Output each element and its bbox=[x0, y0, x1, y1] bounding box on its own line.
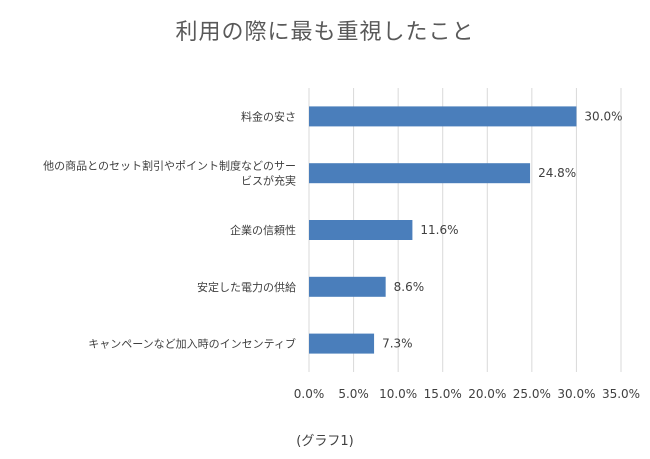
category-labels: 料金の安さ他の商品とのセット割引やポイント制度などのサービスが充実企業の信頼性安… bbox=[43, 109, 296, 350]
bar bbox=[309, 333, 375, 354]
x-tick-label: 30.0% bbox=[557, 387, 595, 401]
bar bbox=[309, 220, 413, 240]
category-label: 安定した電力の供給 bbox=[197, 280, 296, 294]
category-label: 他の商品とのセット割引やポイント制度などのサー bbox=[43, 159, 296, 173]
value-label: 7.3% bbox=[382, 337, 413, 351]
category-label: ビスが充実 bbox=[241, 174, 296, 188]
x-tick-label: 10.0% bbox=[379, 387, 417, 401]
value-label: 24.8% bbox=[538, 166, 576, 180]
value-label: 8.6% bbox=[394, 280, 425, 294]
x-tick-labels: 0.0% 5.0% 10.0% 15.0% 20.0% 25.0% 30.0% 35.0% bbox=[294, 387, 640, 401]
category-label: 料金の安さ bbox=[241, 109, 296, 123]
bar bbox=[309, 276, 386, 297]
bars bbox=[309, 106, 577, 354]
value-labels: 30.0% 24.8% 11.6% 8.6% 7.3% bbox=[382, 109, 622, 350]
x-tick-label: 5.0% bbox=[338, 387, 369, 401]
category-label: キャンペーンなど加入時のインセンティブ bbox=[88, 337, 296, 351]
x-tick-label: 20.0% bbox=[468, 387, 506, 401]
x-tick-label: 15.0% bbox=[424, 387, 462, 401]
bar bbox=[309, 163, 531, 184]
value-label: 30.0% bbox=[584, 109, 622, 123]
bar bbox=[309, 106, 577, 127]
x-tick-label: 25.0% bbox=[513, 387, 551, 401]
category-label: 企業の信頼性 bbox=[230, 223, 296, 237]
value-label: 11.6% bbox=[420, 223, 458, 237]
x-tick-label: 35.0% bbox=[602, 387, 640, 401]
x-tick-label: 0.0% bbox=[294, 387, 325, 401]
chart-title: 利用の際に最も重視したこと bbox=[175, 20, 475, 45]
figure-caption: (グラフ1) bbox=[296, 434, 354, 449]
